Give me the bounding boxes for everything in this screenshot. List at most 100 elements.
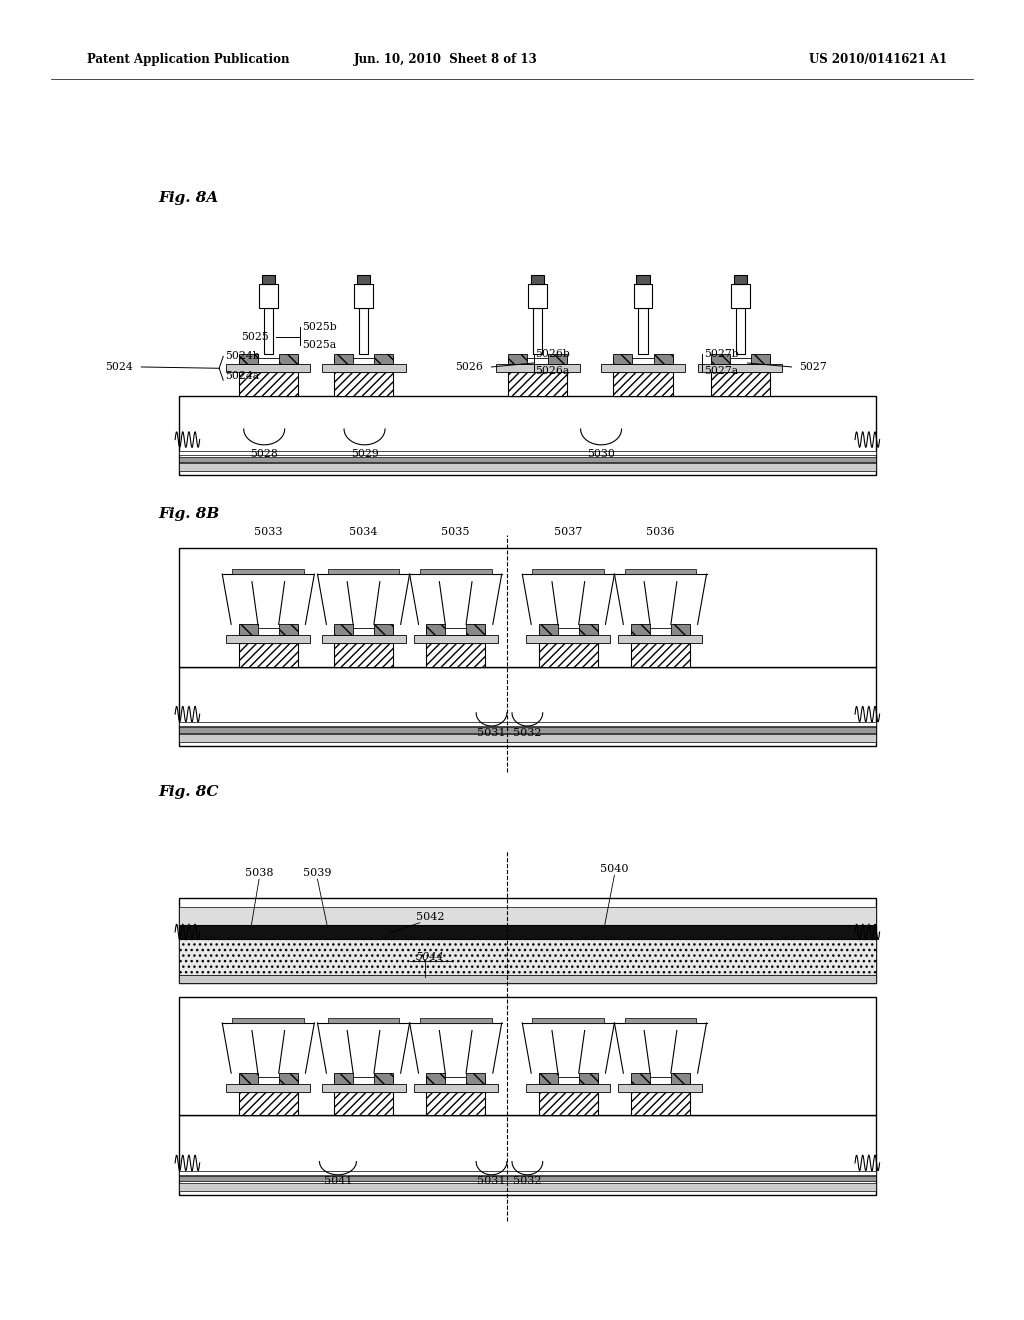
Bar xyxy=(426,628,485,635)
Bar xyxy=(179,907,876,925)
Bar xyxy=(671,624,690,635)
Text: 5035: 5035 xyxy=(441,527,470,537)
Bar xyxy=(179,722,876,726)
Bar xyxy=(239,354,258,364)
Bar xyxy=(226,364,310,372)
Text: 5027b: 5027b xyxy=(705,348,739,359)
Bar xyxy=(731,284,750,308)
Bar xyxy=(334,1073,353,1084)
Bar xyxy=(653,354,673,364)
Bar xyxy=(179,734,876,742)
Bar xyxy=(232,569,304,574)
Text: Fig. 8B: Fig. 8B xyxy=(159,507,220,521)
Bar xyxy=(751,354,770,364)
Bar xyxy=(322,364,406,372)
Text: Fig. 8C: Fig. 8C xyxy=(159,784,219,799)
Bar xyxy=(334,354,353,364)
Bar xyxy=(426,624,445,635)
Bar xyxy=(262,275,274,284)
Bar xyxy=(613,358,673,364)
Bar xyxy=(579,1073,598,1084)
Bar xyxy=(354,284,373,308)
Bar xyxy=(179,463,876,471)
Bar xyxy=(539,1077,598,1084)
Bar xyxy=(239,1077,298,1084)
Text: 5036: 5036 xyxy=(646,527,675,537)
Bar xyxy=(711,372,770,396)
Bar xyxy=(239,624,258,635)
Bar xyxy=(631,1092,690,1115)
Bar xyxy=(420,1018,492,1023)
Text: 5024a: 5024a xyxy=(225,371,259,381)
Bar xyxy=(179,975,876,983)
Bar xyxy=(414,1084,498,1092)
Bar xyxy=(466,624,485,635)
Bar xyxy=(618,635,702,643)
Text: 5024: 5024 xyxy=(105,362,133,372)
Text: 5028: 5028 xyxy=(250,449,279,459)
Bar xyxy=(711,358,770,364)
Bar xyxy=(334,643,393,667)
Bar xyxy=(179,1176,876,1181)
Bar xyxy=(733,275,748,284)
Bar xyxy=(534,308,543,354)
Bar xyxy=(179,1171,876,1175)
Bar xyxy=(334,1092,393,1115)
Bar xyxy=(374,354,393,364)
Bar xyxy=(334,1077,393,1084)
Bar xyxy=(531,275,545,284)
Bar xyxy=(496,364,580,372)
Bar xyxy=(334,358,393,364)
Text: 5026a: 5026a xyxy=(536,366,569,376)
Bar xyxy=(179,396,876,475)
Bar xyxy=(539,624,558,635)
Bar xyxy=(637,275,650,284)
Bar xyxy=(322,635,406,643)
Bar xyxy=(232,1018,304,1023)
Bar xyxy=(639,308,648,354)
Text: 5026b: 5026b xyxy=(536,348,570,359)
Bar xyxy=(334,372,393,396)
Bar xyxy=(631,628,690,635)
Bar xyxy=(179,727,876,733)
Text: 5041: 5041 xyxy=(324,1176,352,1187)
Text: 5040: 5040 xyxy=(600,863,629,874)
Bar xyxy=(179,925,876,939)
Bar xyxy=(579,624,598,635)
Bar xyxy=(711,354,730,364)
Text: 5032: 5032 xyxy=(513,727,542,738)
Bar xyxy=(426,1077,485,1084)
Bar xyxy=(601,364,685,372)
Text: Patent Application Publication: Patent Application Publication xyxy=(87,53,290,66)
Bar xyxy=(179,667,876,746)
Bar xyxy=(334,628,393,635)
Text: 5038: 5038 xyxy=(245,867,273,878)
Bar xyxy=(239,643,298,667)
Bar xyxy=(508,358,567,364)
Text: 5034: 5034 xyxy=(349,527,378,537)
Bar xyxy=(526,1084,610,1092)
Bar xyxy=(239,1092,298,1115)
Bar xyxy=(548,354,567,364)
Bar xyxy=(239,1073,258,1084)
Bar xyxy=(179,997,876,1115)
Bar xyxy=(322,1084,406,1092)
Text: 5030: 5030 xyxy=(587,449,615,459)
Bar xyxy=(634,284,652,308)
Bar xyxy=(179,1115,876,1195)
Bar xyxy=(239,358,298,364)
Bar xyxy=(618,1084,702,1092)
Text: 5039: 5039 xyxy=(303,867,332,878)
Bar xyxy=(508,372,567,396)
Bar xyxy=(671,1073,690,1084)
Bar xyxy=(528,284,547,308)
Bar xyxy=(179,548,876,667)
Bar xyxy=(328,569,399,574)
Bar xyxy=(508,354,527,364)
Bar xyxy=(239,628,298,635)
Bar xyxy=(631,643,690,667)
Bar xyxy=(613,372,673,396)
Bar xyxy=(613,354,633,364)
Text: 5037: 5037 xyxy=(554,527,583,537)
Bar xyxy=(532,569,604,574)
